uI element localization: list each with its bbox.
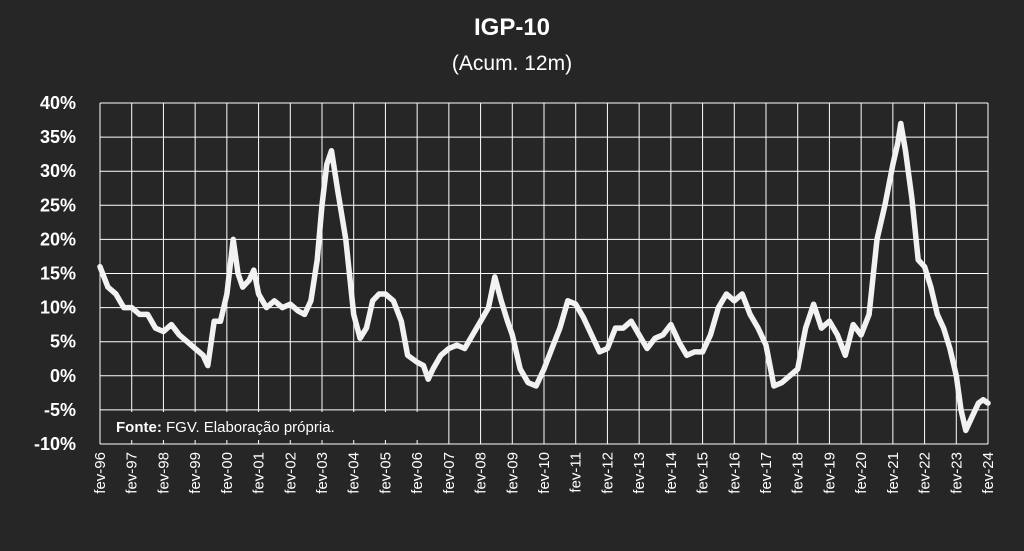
x-tick-label: fev-14 (663, 452, 680, 494)
y-tick-label: 5% (50, 332, 76, 352)
x-tick-label: fev-01 (251, 452, 268, 494)
x-tick-label: fev-07 (441, 452, 458, 494)
y-tick-label: 20% (40, 229, 76, 249)
x-tick-label: fev-15 (695, 452, 712, 494)
x-tick-label: fev-20 (853, 452, 870, 494)
source-text: FGV. Elaboração própria. (162, 419, 335, 436)
x-tick-label: fev-08 (473, 452, 490, 494)
y-tick-label: 10% (40, 298, 76, 318)
x-tick-label: fev-22 (917, 452, 934, 494)
series-group (97, 120, 991, 434)
source-note-background (108, 412, 418, 440)
y-tick-label: 35% (40, 127, 76, 147)
x-tick-label: fev-13 (631, 452, 648, 494)
x-tick-label: fev-97 (124, 452, 141, 494)
x-tick-label: fev-12 (599, 452, 616, 494)
y-tick-label: 15% (40, 264, 76, 284)
x-tick-label: fev-98 (155, 452, 172, 494)
x-tick-label: fev-24 (980, 452, 997, 494)
x-tick-label: fev-23 (948, 452, 965, 494)
x-tick-label: fev-05 (377, 452, 394, 494)
x-tick-label: fev-09 (504, 452, 521, 494)
y-axis-ticks: 40% 35% 30% 25% 20% 15% 10% 5% 0% -5% -10% (34, 93, 76, 454)
x-tick-label: fev-02 (282, 452, 299, 494)
y-tick-label: -10% (34, 434, 76, 454)
source-note: Fonte: FGV. Elaboração própria. (116, 419, 335, 436)
x-tick-label: fev-21 (885, 452, 902, 494)
y-tick-label: 40% (40, 93, 76, 113)
x-tick-label: fev-96 (92, 452, 109, 494)
y-tick-label: 30% (40, 161, 76, 181)
x-tick-label: fev-18 (790, 452, 807, 494)
series-line (97, 120, 991, 434)
x-tick-label: fev-03 (314, 452, 331, 494)
grid-lines (99, 102, 989, 445)
x-tick-label: fev-99 (187, 452, 204, 494)
x-tick-label: fev-11 (568, 452, 585, 493)
y-tick-label: -5% (44, 400, 76, 420)
source-label: Fonte: (116, 419, 162, 436)
x-axis-ticks: fev-96 fev-97 fev-98 fev-99 fev-00 fev-01 fev-… (92, 452, 997, 494)
x-tick-label: fev-10 (536, 452, 553, 494)
y-tick-label: 25% (40, 195, 76, 215)
y-tick-label: 0% (50, 366, 76, 386)
x-tick-label: fev-16 (726, 452, 743, 494)
x-tick-label: fev-00 (219, 452, 236, 494)
chart-subtitle: (Acum. 12m) (451, 52, 573, 75)
x-tick-label: fev-19 (821, 452, 838, 494)
x-tick-label: fev-17 (758, 452, 775, 494)
chart-title: IGP-10 (473, 14, 551, 41)
x-tick-label: fev-06 (409, 452, 426, 494)
x-tick-label: fev-04 (346, 452, 363, 494)
